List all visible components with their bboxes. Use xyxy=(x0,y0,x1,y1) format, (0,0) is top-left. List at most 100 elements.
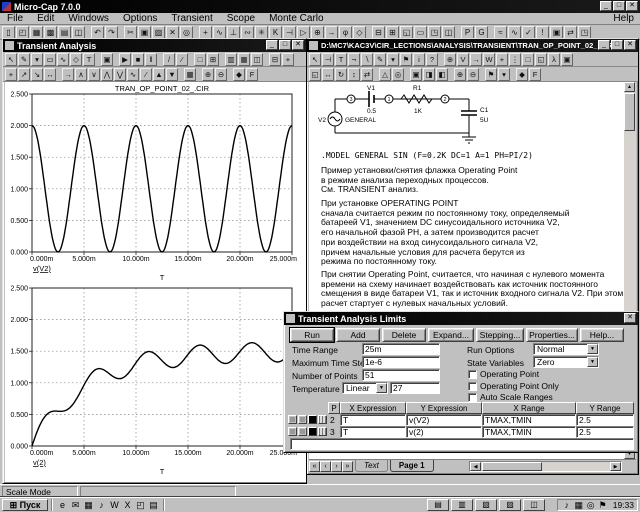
temperature-mode-dropdown[interactable]: Linear ▼ xyxy=(342,382,388,394)
taskbar-window-5[interactable]: ◫ xyxy=(523,499,545,511)
curve-pen-button[interactable] xyxy=(308,427,317,436)
tracker-icon[interactable]: + xyxy=(282,52,294,66)
close-button[interactable]: ✕ xyxy=(292,40,304,50)
transient-plot-1[interactable]: 0.000 0.500 1.000 1.500 2.000 2.500 0.000m 5.00… xyxy=(5,82,304,282)
grid-icon[interactable]: ▦ xyxy=(184,67,196,81)
vertical-tag-icon[interactable]: / xyxy=(163,52,175,66)
media-player-icon[interactable]: ♪ xyxy=(99,500,104,510)
select-arrow-icon[interactable]: ↖ xyxy=(5,52,17,66)
close-button[interactable]: ✕ xyxy=(626,1,638,11)
graphics-dropdown-icon[interactable]: ▾ xyxy=(31,52,43,66)
menu-windows[interactable]: Windows xyxy=(68,13,109,24)
undo-icon[interactable]: ↶ xyxy=(91,25,104,39)
menu-options[interactable]: Options xyxy=(122,13,158,24)
star-component-icon[interactable]: ✳ xyxy=(255,25,268,39)
expression-edit-field[interactable] xyxy=(290,438,634,450)
word-icon[interactable]: W xyxy=(110,500,119,510)
border-display-icon[interactable]: □ xyxy=(522,52,534,66)
plus-marks-icon[interactable]: ◫ xyxy=(251,52,263,66)
excel-icon[interactable]: X xyxy=(124,500,131,510)
tile-windows-icon[interactable]: ▭ xyxy=(414,25,427,39)
column-header-p[interactable]: P xyxy=(328,402,340,414)
go-letter-g-icon[interactable]: G xyxy=(475,25,488,39)
file-explorer-icon[interactable]: ◰ xyxy=(136,500,145,510)
battery-icon[interactable]: ⊣ xyxy=(283,25,296,39)
next-data-point-icon[interactable]: → xyxy=(62,67,74,81)
properties-button[interactable]: Properties... xyxy=(526,328,578,342)
curve-fill-button[interactable] xyxy=(318,427,327,436)
last-page-button[interactable]: » xyxy=(342,461,353,472)
split-vertical-icon[interactable]: ⊞ xyxy=(386,25,399,39)
slope-icon[interactable]: ⁄ xyxy=(140,67,152,81)
analysis-limits-icon[interactable]: ≈ xyxy=(494,25,507,39)
horizontal-scrollbar[interactable]: ◀ ▶ xyxy=(469,461,622,472)
plot-group-number[interactable]: 3 xyxy=(330,427,335,437)
color-icon[interactable]: ◆ xyxy=(516,67,528,81)
component-mode-icon[interactable]: ⊣ xyxy=(322,52,334,66)
text-mode-icon[interactable]: T xyxy=(335,52,347,66)
checkbox-icon[interactable] xyxy=(468,392,477,402)
horizontal-scroll-thumb[interactable] xyxy=(482,462,542,471)
maximize-button[interactable]: □ xyxy=(613,1,625,11)
node-numbers-icon[interactable]: ⊕ xyxy=(444,52,456,66)
checkbox-icon[interactable] xyxy=(468,381,477,391)
window-select-icon[interactable]: ◳ xyxy=(578,25,591,39)
dropdown-arrow-icon[interactable]: ▼ xyxy=(587,357,598,367)
outlook-express-icon[interactable]: ✉ xyxy=(71,500,80,510)
antivirus-icon[interactable]: ⚑ xyxy=(598,500,607,510)
next-page-button[interactable]: › xyxy=(331,461,342,472)
rotate-icon[interactable]: ↻ xyxy=(335,67,347,81)
circuit-schematic[interactable]: 3 1 2 V1 0.5 R1 1K C1 5U V2 GENERAL xyxy=(317,85,537,145)
color-icon[interactable]: ◆ xyxy=(233,67,245,81)
close-button[interactable]: ✕ xyxy=(624,313,636,323)
dropdown-arrow-icon[interactable]: ▼ xyxy=(587,344,598,354)
low-icon[interactable]: ⋁ xyxy=(114,67,126,81)
point-tag-icon[interactable]: ↘ xyxy=(31,67,43,81)
menu-help[interactable]: Help xyxy=(613,13,634,24)
volume-icon[interactable]: ♪ xyxy=(564,500,569,510)
run-icon[interactable]: ▶ xyxy=(119,52,131,66)
zoom-in-icon[interactable]: ⊕ xyxy=(202,67,214,81)
wire-component-icon[interactable]: + xyxy=(199,25,212,39)
scroll-right-icon[interactable]: ▶ xyxy=(610,462,621,471)
resize-corner[interactable] xyxy=(624,461,636,472)
valley-icon[interactable]: ∨ xyxy=(88,67,100,81)
flag-dropdown-icon[interactable]: ▾ xyxy=(498,67,510,81)
clip-mode-icon[interactable]: ◱ xyxy=(309,67,321,81)
properties-icon[interactable]: ▣ xyxy=(101,52,113,66)
node-voltages-icon[interactable]: V xyxy=(457,52,469,66)
text-paragraph-1[interactable]: Пример установки/снятия флажка Operating… xyxy=(321,165,517,195)
zoom-out-icon[interactable]: ⊖ xyxy=(215,67,227,81)
redo-icon[interactable]: ↷ xyxy=(105,25,118,39)
paste-icon[interactable]: ▨ xyxy=(152,25,165,39)
menu-file[interactable]: File xyxy=(7,13,24,24)
circuit-window-titlebar[interactable]: D:\MC7\KAC3V\CIR_LECTIONS\ANALYSIS\TRANS… xyxy=(307,39,638,52)
text-paragraph-3[interactable]: При снятии Operating Point, считается, ч… xyxy=(321,269,623,309)
menu-monte-carlo[interactable]: Monte Carlo xyxy=(269,13,324,24)
waveform-icon[interactable]: ∿ xyxy=(508,25,521,39)
add-button[interactable]: Add xyxy=(336,328,380,342)
notes-icon[interactable]: ▤ xyxy=(149,500,158,510)
zoom-in-icon[interactable]: ⊕ xyxy=(454,67,466,81)
inductor-icon[interactable]: ∾ xyxy=(241,25,254,39)
cursor-mode-icon[interactable]: ↗ xyxy=(18,67,30,81)
run-button[interactable]: Run xyxy=(289,327,335,343)
power-display-icon[interactable]: W xyxy=(483,52,495,66)
bring-to-front-icon[interactable]: ◨ xyxy=(423,67,435,81)
show-desktop-icon[interactable]: ▦ xyxy=(84,500,93,510)
prev-page-button[interactable]: ‹ xyxy=(320,461,331,472)
vertical-scroll-thumb[interactable] xyxy=(624,93,635,131)
plot-area[interactable]: 0.000 0.500 1.000 1.500 2.000 2.500 0.000m 5.00… xyxy=(5,82,306,482)
horizontal-axis-grids-icon[interactable]: ⊟ xyxy=(269,52,281,66)
operating-point-checkbox[interactable]: Operating Point xyxy=(468,369,539,379)
global-high-icon[interactable]: ▲ xyxy=(153,67,165,81)
column-header-x-range[interactable]: X Range xyxy=(482,402,576,414)
stepping-button[interactable]: Stepping... xyxy=(476,328,524,342)
scale-mode-icon[interactable]: + xyxy=(5,67,17,81)
menu-transient[interactable]: Transient xyxy=(171,13,213,24)
current-arrow-icon[interactable]: → xyxy=(325,25,338,39)
max-time-step-field[interactable]: 1e-6 xyxy=(362,356,440,368)
start-button[interactable]: ⊞ Пуск xyxy=(2,499,48,511)
pause-icon[interactable]: ‖ xyxy=(145,52,157,66)
print-icon[interactable]: ▤ xyxy=(58,25,71,39)
